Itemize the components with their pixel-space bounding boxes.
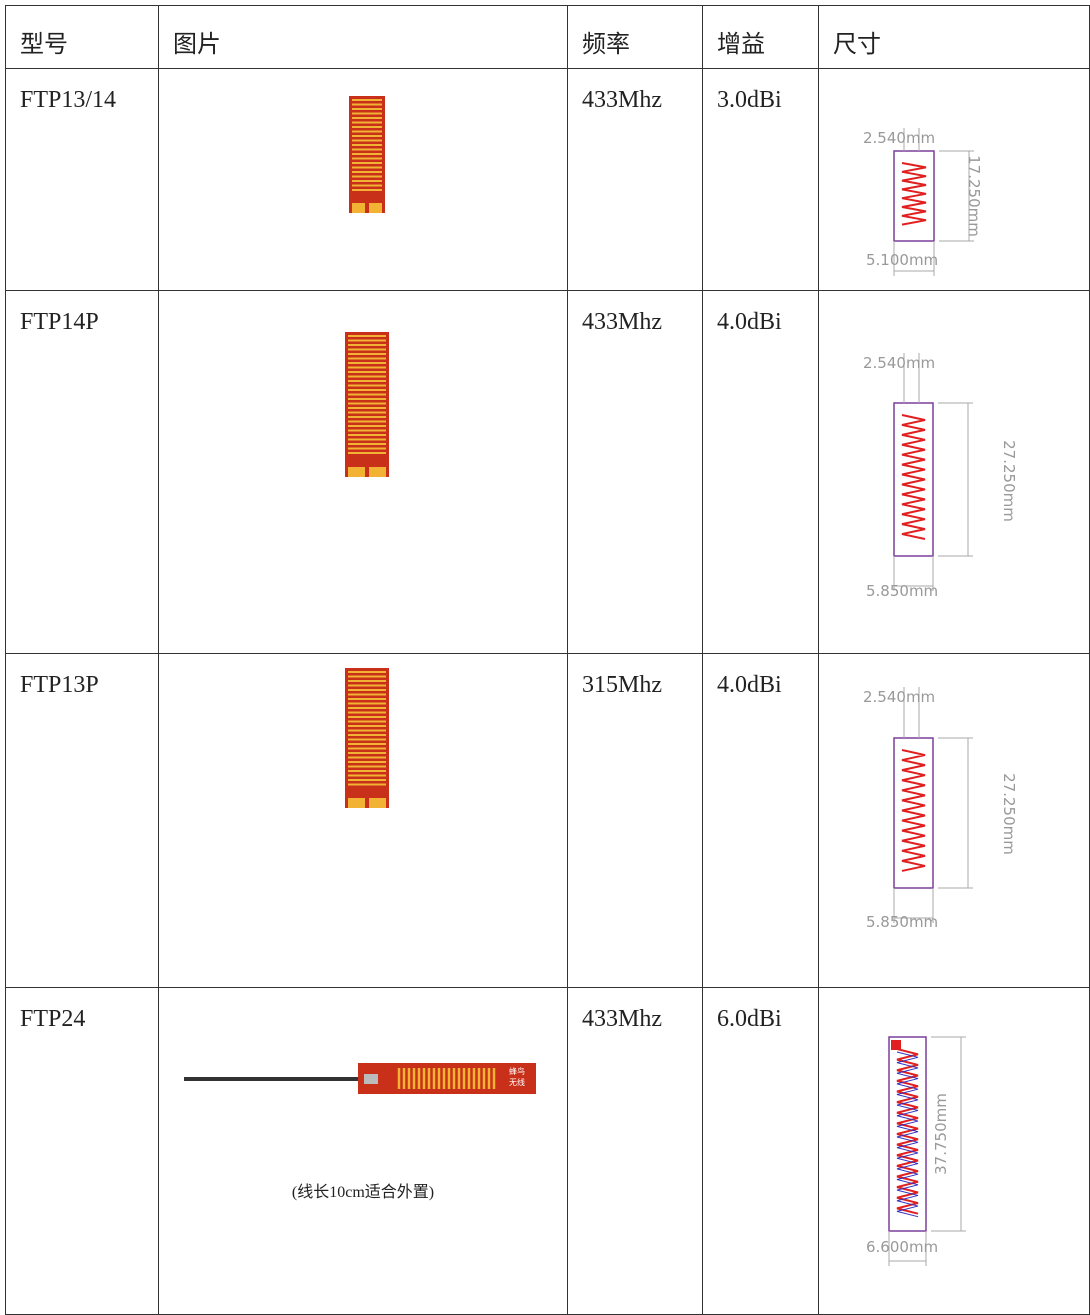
gain-cell: 4.0dBi (702, 653, 819, 988)
drawing: 2.540mm 27.250mm 5.850mm (863, 687, 1018, 931)
pad (369, 467, 386, 477)
pad (348, 467, 365, 477)
cell-text: FTP14P (20, 309, 99, 335)
gain-cell: 3.0dBi (702, 68, 819, 291)
cell-text: FTP13P (20, 672, 99, 698)
gain-cell: 4.0dBi (702, 290, 819, 654)
header-cell: 增益 (702, 5, 819, 69)
size-cell: 2.540mm 27.250mm 5.850mm (818, 290, 1090, 654)
gain-cell: 6.0dBi (702, 987, 819, 1315)
cell-text: 315Mhz (582, 672, 662, 698)
pcb (358, 1063, 536, 1094)
size-cell: 2.540mm 27.250mm 5.850mm (818, 653, 1090, 988)
pad (369, 798, 386, 808)
cell-text: 增益 (717, 32, 765, 58)
model-cell: FTP14P (5, 290, 159, 654)
coil (896, 1051, 919, 1218)
cell-text: 3.0dBi (717, 87, 782, 113)
drawing (345, 668, 389, 808)
cell-text: 4.0dBi (717, 309, 782, 335)
frequency-cell: 433Mhz (567, 290, 703, 654)
antenna-outline (893, 150, 935, 242)
header-cell: 频率 (567, 5, 703, 69)
pad (352, 203, 365, 213)
pad (891, 1040, 901, 1050)
image-cell (158, 290, 568, 654)
dimension-label: 37.750mm (932, 1093, 950, 1175)
dimension-label: 27.250mm (1000, 773, 1018, 855)
antenna-outline (893, 737, 934, 889)
coil (901, 414, 926, 541)
model-cell: FTP13P (5, 653, 159, 988)
model-cell: FTP13/14 (5, 68, 159, 291)
dimension-label: 5.850mm (866, 582, 938, 600)
pad (348, 798, 365, 808)
frequency-cell: 315Mhz (567, 653, 703, 988)
coil (896, 1048, 919, 1215)
cell-text: 433Mhz (582, 87, 662, 113)
drawing (345, 332, 389, 477)
dimension-label: 2.540mm (863, 354, 935, 372)
cell-text: 6.0dBi (717, 1006, 782, 1032)
model-cell: FTP24 (5, 987, 159, 1315)
cell-text: 频率 (582, 32, 630, 58)
cell-text: 4.0dBi (717, 672, 782, 698)
pcb-text: 蜂鸟 (509, 1066, 525, 1076)
image-cell (158, 653, 568, 988)
drawing: 2.540mm 27.250mm 5.850mm (863, 353, 1018, 600)
image-cell: 蜂鸟 无线 (线长10cm适合外置) (158, 987, 568, 1315)
cell-text: 433Mhz (582, 1006, 662, 1032)
cell-text: 433Mhz (582, 309, 662, 335)
dimension-label: 6.600mm (866, 1238, 938, 1256)
dimension-label: 5.850mm (866, 913, 938, 931)
frequency-cell: 433Mhz (567, 987, 703, 1315)
coil (901, 162, 927, 226)
pad (369, 203, 382, 213)
connector (364, 1074, 378, 1084)
header-cell: 型号 (5, 5, 159, 69)
dimension-label: 5.100mm (866, 251, 938, 269)
pcb-text: 无线 (509, 1077, 525, 1087)
cell-text: FTP24 (20, 1006, 86, 1032)
size-cell: 37.750mm 6.600mm (818, 987, 1090, 1315)
drawing (349, 96, 385, 213)
size-cell: 2.540mm 17.250mm 5.100mm (818, 68, 1090, 291)
dimension-label: 17.250mm (965, 155, 983, 237)
caption: (线长10cm适合外置) (292, 1183, 434, 1201)
cell-text: 图片 (173, 32, 221, 58)
antenna-outline (893, 402, 934, 557)
image-cell (158, 68, 568, 291)
dimension-label: 27.250mm (1000, 440, 1018, 522)
antenna-outline (888, 1036, 927, 1232)
frequency-cell: 433Mhz (567, 68, 703, 291)
drawing: 37.750mm 6.600mm (866, 1036, 966, 1266)
cell-text: FTP13/14 (20, 87, 117, 113)
cell-text: 尺寸 (833, 32, 881, 58)
header-cell: 尺寸 (818, 5, 1090, 69)
dimension-label: 2.540mm (863, 129, 935, 147)
drawing: 2.540mm 17.250mm 5.100mm (863, 128, 983, 276)
cell-text: 型号 (20, 32, 68, 58)
dimension-label: 2.540mm (863, 688, 935, 706)
header-cell: 图片 (158, 5, 568, 69)
coil (901, 749, 926, 872)
